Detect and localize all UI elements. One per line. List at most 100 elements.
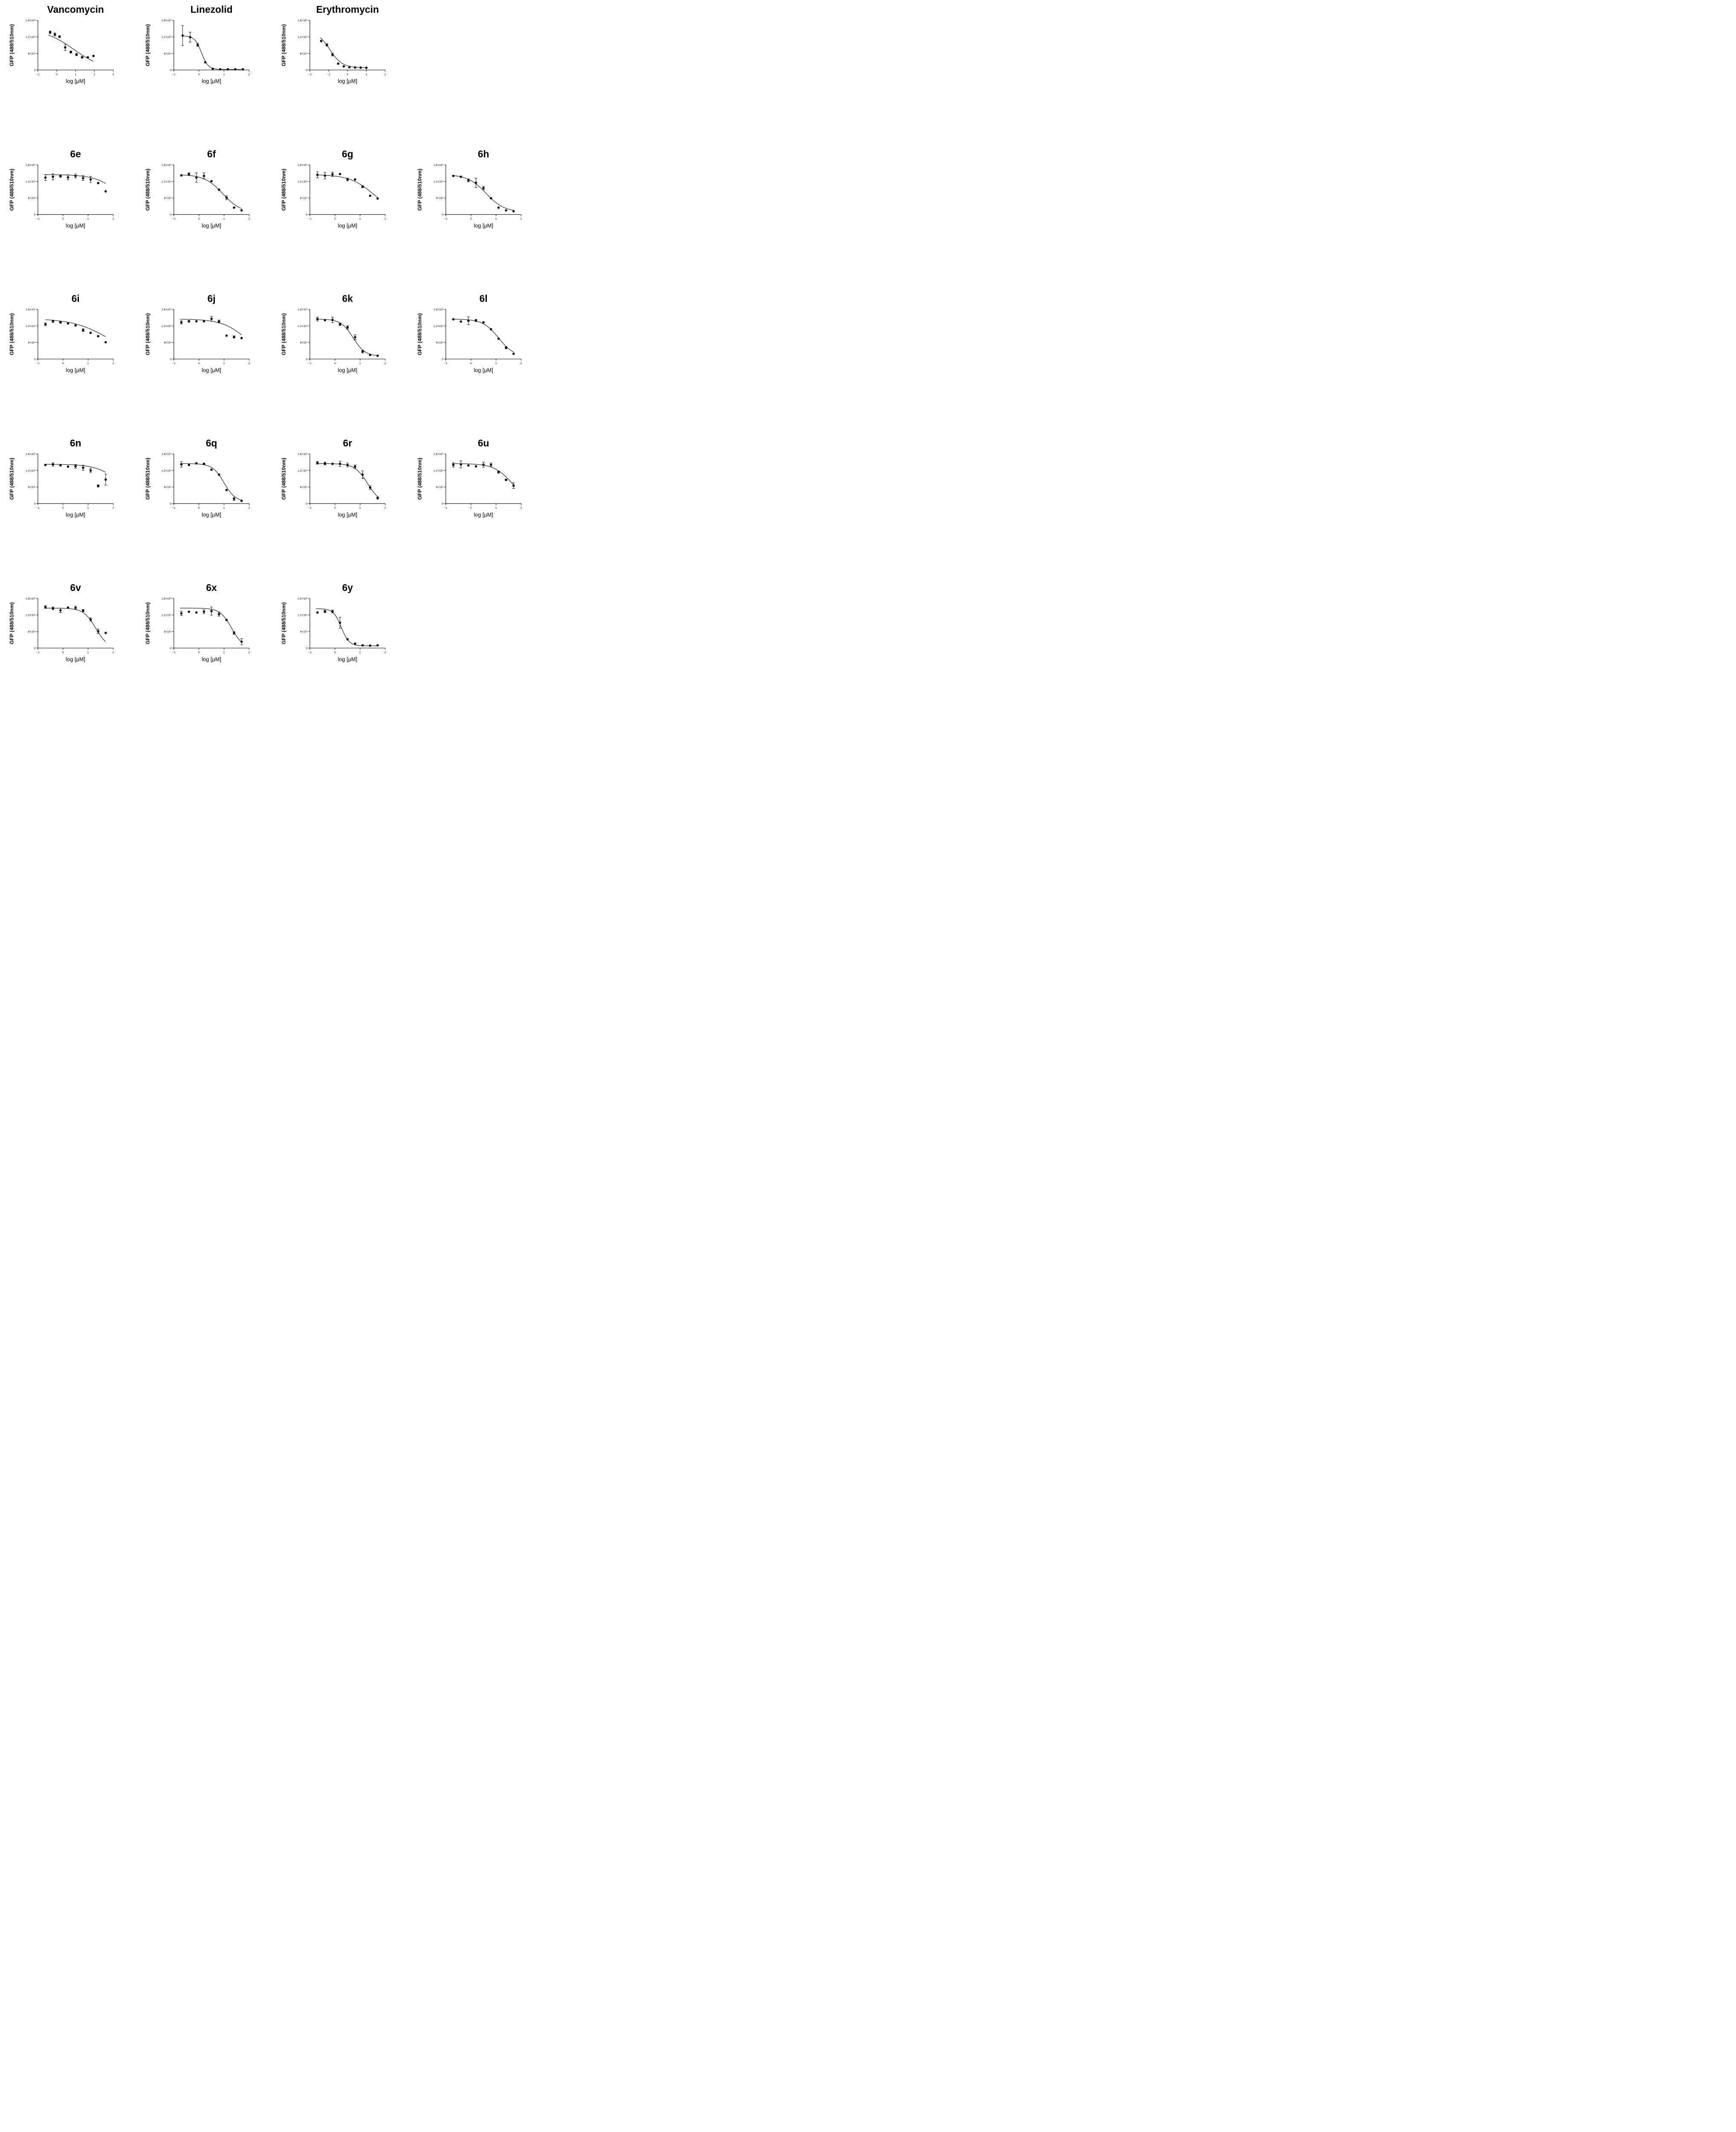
x-tick-label: 2	[520, 217, 522, 220]
x-tick-label: −1	[172, 507, 176, 510]
data-point	[354, 465, 356, 468]
x-tick-label: 1	[87, 362, 89, 365]
y-tick-label: 6×10⁵	[436, 486, 443, 489]
x-tick-label: 3	[113, 73, 114, 76]
panel-title: 6u	[478, 437, 489, 449]
data-point	[92, 55, 95, 57]
data-point	[180, 321, 183, 324]
fit-curve	[44, 608, 106, 642]
y-tick-label: 6×10⁵	[436, 197, 443, 200]
x-tick-label: −1	[308, 362, 312, 365]
y-tick-label: 1.8×10⁶	[162, 164, 172, 167]
y-tick-label: 1.2×10⁶	[162, 325, 172, 328]
x-tick-label: 1	[223, 651, 225, 654]
data-point	[203, 463, 205, 465]
data-point	[52, 175, 54, 178]
data-point	[359, 66, 362, 69]
x-tick-label: 2	[94, 73, 95, 76]
y-tick-label: 1.2×10⁶	[26, 180, 36, 183]
data-point	[361, 185, 364, 188]
y-axis-label: GFP (488/510nm)	[9, 458, 15, 500]
data-point	[324, 174, 326, 177]
y-tick-label: 6×10⁵	[300, 631, 308, 634]
data-point	[482, 321, 485, 324]
y-tick-label: 1.2×10⁶	[434, 469, 444, 472]
data-point	[316, 611, 319, 614]
panel-title: Erythromycin	[316, 4, 379, 15]
y-axis-label: GFP (488/510nm)	[145, 458, 151, 500]
x-tick-label: 2	[385, 217, 386, 220]
y-tick-label: 6×10⁵	[164, 197, 171, 200]
data-point	[331, 53, 334, 56]
x-tick-label: 2	[249, 73, 250, 76]
x-tick-label: 0	[198, 651, 200, 654]
y-tick-label: 0	[442, 214, 444, 217]
y-tick-label: 6×10⁵	[164, 52, 171, 55]
y-tick-label: 0	[306, 502, 308, 505]
x-axis-label: log [μM]	[66, 656, 85, 662]
fit-curve	[180, 174, 242, 209]
data-point	[89, 331, 92, 334]
x-tick-label: 2	[113, 507, 114, 510]
data-point	[52, 607, 54, 610]
data-point	[181, 34, 184, 37]
data-point	[74, 324, 77, 327]
panel-title: Linezolid	[191, 4, 233, 15]
data-point	[53, 33, 56, 36]
data-point	[210, 317, 213, 320]
y-tick-label: 1.8×10⁶	[162, 597, 172, 600]
data-point	[339, 463, 341, 465]
y-tick-label: 1.8×10⁶	[298, 453, 308, 456]
x-axis-label: log [μM]	[338, 511, 357, 518]
x-axis-label: log [μM]	[474, 367, 493, 373]
data-point	[82, 466, 84, 469]
data-point	[497, 206, 500, 209]
data-point	[233, 336, 235, 339]
data-point	[196, 43, 199, 46]
data-point	[489, 197, 492, 200]
data-point	[225, 196, 228, 199]
data-point	[467, 464, 470, 467]
x-tick-label: −1	[444, 217, 448, 220]
y-axis-label: GFP (488/510nm)	[417, 169, 422, 211]
data-point	[354, 66, 356, 69]
x-axis-label: log [μM]	[474, 223, 493, 229]
data-point	[67, 465, 69, 468]
y-tick-label: 0	[170, 647, 172, 650]
y-tick-label: 6×10⁵	[300, 486, 308, 489]
y-tick-label: 6×10⁵	[164, 631, 171, 634]
y-tick-label: 1.2×10⁶	[162, 36, 172, 39]
x-tick-label: 0	[198, 73, 200, 76]
y-tick-label: 0	[442, 502, 444, 505]
data-point	[97, 630, 99, 633]
panel-title: 6q	[206, 437, 217, 449]
x-tick-label: −1	[444, 362, 448, 365]
data-point	[331, 319, 334, 321]
panel-title: 6x	[206, 582, 217, 593]
x-tick-label: −1	[172, 73, 176, 76]
data-point	[219, 68, 222, 71]
data-point	[82, 609, 84, 612]
panel-title: 6v	[70, 582, 81, 593]
fit-curve	[320, 37, 367, 68]
y-tick-label: 1.2×10⁶	[298, 325, 308, 328]
x-tick-label: 2	[520, 362, 522, 365]
y-axis-label: GFP (488/510nm)	[9, 313, 15, 356]
x-axis-label: log [μM]	[66, 367, 85, 373]
fit-curve	[48, 35, 94, 62]
data-point	[234, 68, 237, 71]
y-tick-label: 1.2×10⁶	[162, 614, 172, 617]
x-axis-label: log [μM]	[202, 223, 221, 229]
x-tick-label: −1	[36, 217, 40, 220]
data-point	[354, 642, 356, 645]
y-tick-label: 6×10⁵	[300, 342, 308, 345]
data-point	[320, 40, 323, 43]
y-tick-label: 0	[306, 214, 308, 217]
data-point	[240, 499, 243, 502]
panel-title: 6y	[342, 582, 353, 593]
panel-title: 6k	[342, 293, 353, 304]
data-point	[339, 323, 341, 326]
